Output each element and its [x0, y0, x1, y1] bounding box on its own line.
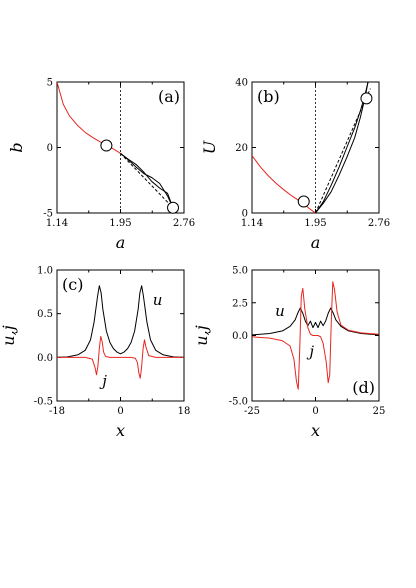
series-2-line — [315, 82, 369, 213]
panel-b: 1.14 1.95 2.76 0 20 40 (b) a U — [200, 78, 390, 253]
x-axis-label: a — [116, 233, 126, 252]
series-0-line — [252, 155, 316, 213]
y-axis-label: u,j — [192, 325, 211, 345]
y-tick-label: 0 — [47, 143, 53, 154]
series-label-j: j — [306, 342, 314, 360]
x-axis-label: x — [311, 421, 320, 440]
series-u-line — [57, 285, 184, 358]
x-tick-label: 1.14 — [46, 218, 68, 229]
y-tick-label: -5 — [43, 209, 53, 220]
series-3-line — [120, 153, 174, 209]
y-axis-label: U — [200, 140, 219, 154]
panel-label: (a) — [158, 87, 180, 106]
panel-c: -18 0 18 -0.5 0.0 0.5 1.0 u j (c) x u,j — [0, 266, 190, 441]
panel-d: -25 0 25 -5.0 0.0 2.5 5.0 u j (d) x u,j — [192, 266, 385, 441]
series-label-u: u — [275, 302, 285, 320]
y-tick-label: 2.5 — [232, 298, 248, 309]
y-axis-label: b — [7, 142, 26, 152]
x-axis-label: x — [116, 421, 125, 440]
marker-circle — [297, 195, 310, 208]
x-tick-label: 2.76 — [173, 218, 195, 229]
series-group — [252, 281, 379, 390]
y-tick-label: 40 — [235, 78, 248, 89]
series-group — [57, 82, 174, 209]
y-tick-label: 0.5 — [37, 309, 53, 320]
series-2-line — [120, 153, 174, 208]
y-tick-label: 5 — [47, 78, 53, 89]
series-3-line — [315, 88, 371, 213]
series-1-line — [120, 153, 174, 208]
panel-label: (b) — [257, 87, 280, 106]
x-tick-label: -25 — [244, 406, 260, 417]
series-1-line — [315, 82, 369, 213]
series-label-u: u — [153, 291, 163, 309]
x-tick-label: 0 — [117, 406, 123, 417]
series-u-line — [252, 307, 379, 336]
y-tick-label: 0.0 — [232, 331, 248, 342]
y-tick-label: 1.0 — [37, 266, 53, 277]
x-tick-label: 2.76 — [368, 218, 390, 229]
panel-label: (d) — [352, 378, 375, 397]
marker-circle — [167, 201, 180, 214]
x-tick-label: 0 — [312, 406, 318, 417]
panel-a: 1.14 1.95 2.76 -5 0 5 (a) a b — [7, 78, 195, 253]
x-tick-label: 25 — [373, 406, 386, 417]
y-tick-label: -0.5 — [34, 397, 53, 408]
x-tick-label: 1.95 — [109, 218, 131, 229]
y-tick-label: 0.0 — [37, 353, 53, 364]
y-axis-label: u,j — [0, 325, 18, 345]
y-tick-label: 5.0 — [232, 266, 248, 277]
marker-circle — [360, 92, 373, 105]
panel-label: (c) — [62, 275, 83, 294]
x-tick-label: 1.14 — [241, 218, 263, 229]
x-tick-label: 18 — [178, 406, 191, 417]
x-tick-label: -18 — [49, 406, 65, 417]
series-j-line — [57, 335, 184, 379]
marker-circle — [100, 139, 113, 152]
y-tick-label: 20 — [235, 143, 248, 154]
series-group — [57, 285, 184, 379]
series-j-line — [252, 281, 379, 390]
y-tick-label: 0 — [242, 209, 248, 220]
y-tick-label: -5.0 — [229, 397, 248, 408]
x-tick-label: 1.95 — [304, 218, 326, 229]
series-label-j: j — [99, 372, 107, 390]
x-axis-label: a — [311, 233, 321, 252]
